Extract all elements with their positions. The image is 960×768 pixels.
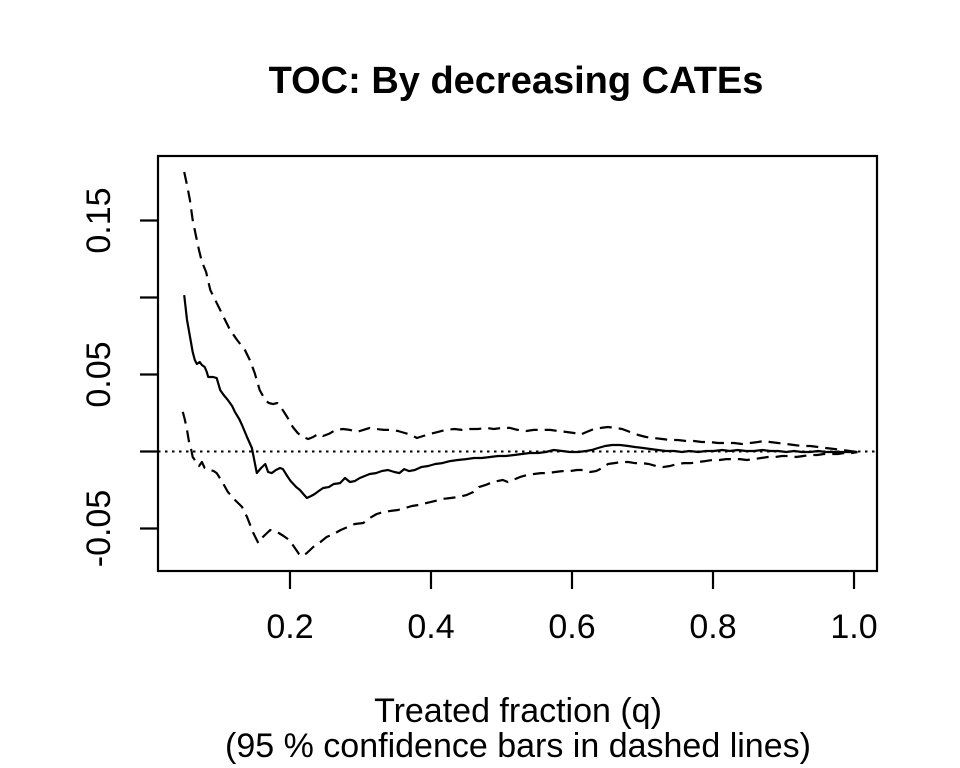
y-axis-ticks-group: -0.05 0.05 0.15 — [80, 187, 158, 567]
chart-title: TOC: By decreasing CATEs — [269, 60, 764, 102]
x-tick-label: 0.8 — [689, 608, 736, 646]
x-tick-label: 0.6 — [548, 608, 595, 646]
x-axis-label: Treated fraction (q) — [374, 692, 662, 730]
x-tick-label: 0.2 — [266, 608, 313, 646]
x-tick-label: 1.0 — [830, 608, 877, 646]
y-tick-label: 0.05 — [80, 341, 118, 407]
plot-border — [156, 154, 879, 573]
sub-caption: (95 % confidence bars in dashed lines) — [225, 727, 811, 765]
series-line-lower-95-ci — [181, 411, 858, 558]
series-line-upper-95-ci — [183, 171, 858, 454]
y-tick-label: 0.15 — [80, 187, 118, 253]
x-axis-ticks-group: 0.2 0.4 0.6 0.8 1.0 — [266, 571, 878, 646]
y-tick-label: -0.05 — [80, 490, 118, 568]
series-lines-group — [181, 171, 858, 558]
series-line-toc-estimate — [183, 294, 858, 500]
x-tick-label: 0.4 — [407, 608, 454, 646]
